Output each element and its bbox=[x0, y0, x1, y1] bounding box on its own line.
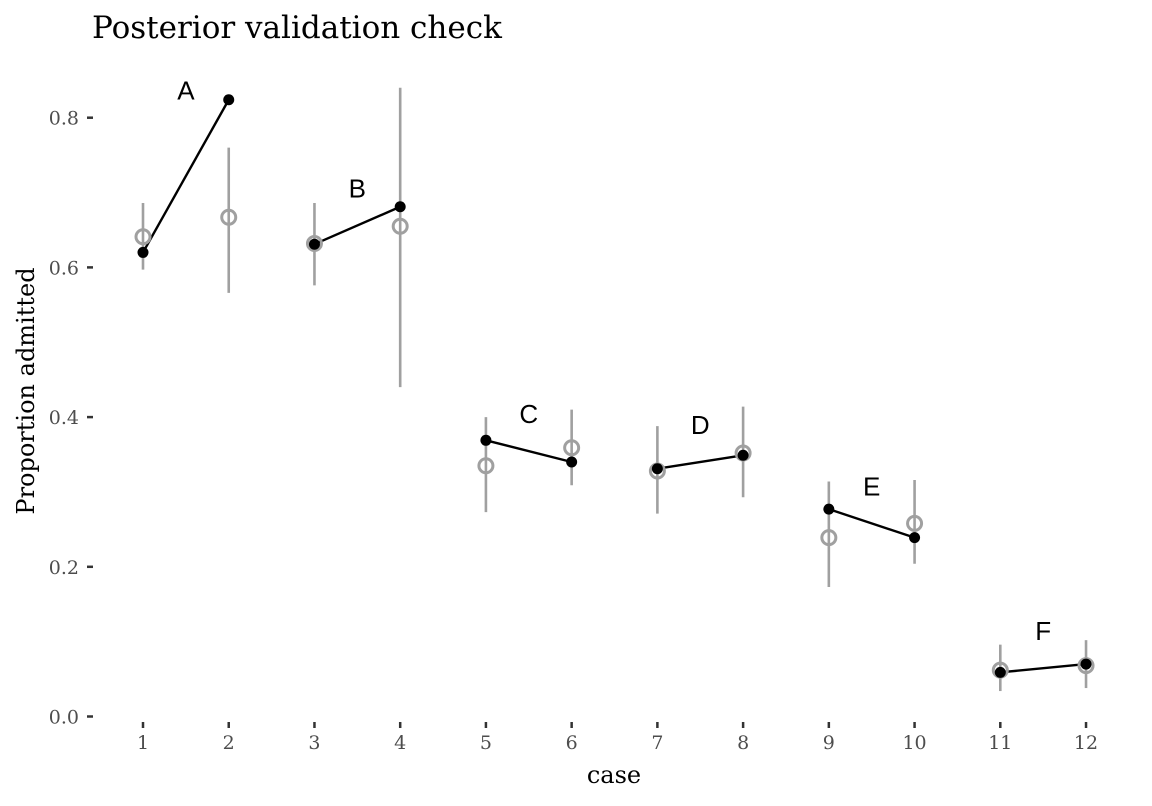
chart-title: Posterior validation check bbox=[92, 10, 502, 46]
x-tick-label: 7 bbox=[651, 732, 663, 754]
observed-connectors bbox=[141, 99, 1087, 674]
y-axis: 0.0 0.2 0.4 0.6 0.8 bbox=[49, 108, 93, 729]
predicted-point bbox=[134, 228, 152, 246]
x-tick-label: 6 bbox=[566, 732, 578, 754]
predicted-point bbox=[477, 457, 495, 475]
predicted-point bbox=[305, 234, 323, 252]
observed-points bbox=[137, 94, 1092, 678]
observed-connector-line bbox=[313, 205, 401, 246]
observed-point bbox=[823, 503, 835, 515]
observed-point bbox=[137, 246, 149, 258]
group-label: C bbox=[519, 399, 538, 429]
x-tick-label: 1 bbox=[137, 732, 149, 754]
x-tick-label: 9 bbox=[823, 732, 835, 754]
observed-connector-line bbox=[1000, 662, 1087, 674]
predicted-point bbox=[220, 208, 238, 226]
observed-point bbox=[566, 456, 578, 468]
x-tick-label: 8 bbox=[737, 732, 749, 754]
y-tick-label: 0.4 bbox=[49, 407, 79, 429]
y-tick-label: 0.2 bbox=[49, 557, 79, 579]
observed-point bbox=[223, 94, 235, 106]
x-tick-label: 2 bbox=[223, 732, 235, 754]
observed-connector-line bbox=[485, 439, 572, 464]
observed-point bbox=[737, 449, 749, 461]
group-labels: A B C D E F bbox=[177, 76, 1051, 646]
x-tick-label: 12 bbox=[1074, 732, 1098, 754]
predicted-point bbox=[1077, 657, 1095, 675]
group-label: F bbox=[1035, 616, 1051, 646]
x-tick-label: 5 bbox=[480, 732, 492, 754]
prediction-intervals bbox=[141, 87, 1088, 692]
x-tick-label: 11 bbox=[988, 732, 1012, 754]
x-axis-title: case bbox=[587, 761, 641, 789]
x-tick-label: 3 bbox=[308, 732, 320, 754]
observed-connector-line bbox=[141, 99, 230, 254]
y-tick-label: 0.6 bbox=[49, 257, 79, 279]
predicted-point bbox=[906, 514, 924, 532]
predicted-point bbox=[391, 217, 409, 235]
observed-point bbox=[909, 532, 921, 544]
x-tick-label: 10 bbox=[902, 732, 926, 754]
observed-point bbox=[308, 238, 320, 250]
predicted-point bbox=[820, 529, 838, 547]
observed-connector-line bbox=[828, 508, 915, 539]
predicted-points bbox=[134, 208, 1095, 679]
y-tick-label: 0.8 bbox=[49, 108, 79, 130]
group-label: E bbox=[863, 471, 880, 501]
observed-connector-line bbox=[657, 454, 744, 470]
y-axis-title: Proportion admitted bbox=[12, 267, 40, 514]
group-label: A bbox=[177, 76, 195, 106]
observed-point bbox=[994, 666, 1006, 678]
observed-point bbox=[394, 201, 406, 213]
observed-point bbox=[480, 434, 492, 446]
x-axis: 1 2 3 4 5 6 7 8 9 10 11 12 bbox=[137, 722, 1098, 754]
group-label: B bbox=[349, 173, 366, 203]
y-tick-label: 0.0 bbox=[49, 707, 79, 729]
observed-point bbox=[651, 463, 663, 475]
predicted-point bbox=[563, 439, 581, 457]
observed-point bbox=[1080, 658, 1092, 670]
group-label: D bbox=[691, 410, 710, 440]
x-tick-label: 4 bbox=[394, 732, 406, 754]
